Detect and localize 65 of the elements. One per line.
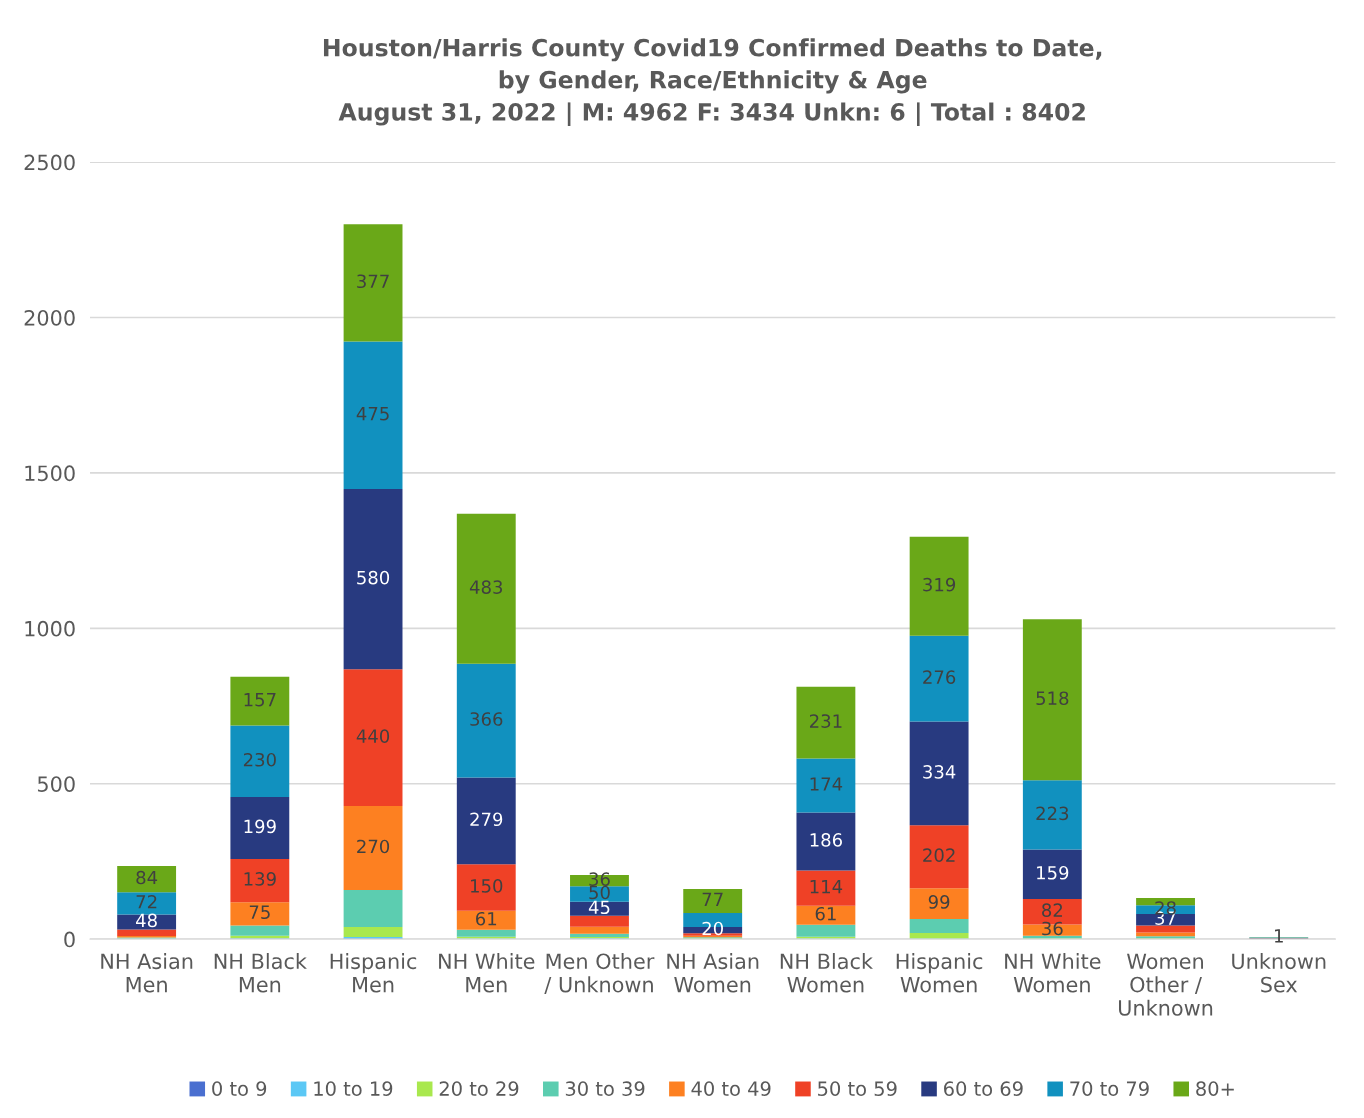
- legend-label: 60 to 69: [944, 1081, 1023, 1096]
- data-label: 61: [815, 906, 836, 921]
- data-label: 483: [469, 580, 503, 594]
- y-tick-label: 0: [64, 931, 75, 948]
- data-label: 36: [589, 872, 610, 886]
- data-label: 48: [136, 913, 157, 928]
- data-label: 77: [702, 892, 723, 907]
- data-label: 202: [923, 848, 955, 862]
- data-label: 276: [923, 670, 956, 684]
- data-label: 61: [476, 911, 497, 926]
- data-label: 231: [809, 714, 842, 728]
- x-tick-label: Men Other / Unknown: [544, 953, 655, 995]
- data-label: 223: [1036, 806, 1069, 821]
- data-label: 82: [1042, 903, 1063, 918]
- data-label: 20: [702, 921, 723, 936]
- legend-label: 70 to 79: [1070, 1081, 1149, 1096]
- data-label: 440: [356, 729, 390, 743]
- data-label: 99: [928, 895, 950, 909]
- data-label: 279: [470, 812, 503, 827]
- x-tick-label: NH Black Men: [214, 953, 307, 993]
- y-tick-label: 1000: [25, 620, 75, 637]
- data-label: 139: [244, 872, 276, 886]
- data-label: 72: [136, 894, 157, 909]
- y-tick-label: 1500: [25, 465, 75, 482]
- data-label: 150: [471, 879, 503, 893]
- x-tick-label: NH White Men: [439, 953, 535, 993]
- data-label: 475: [356, 407, 389, 421]
- chart-title: Houston/Harris County Covid19 Confirmed Deaths to Date, by Gender, Race/Ethnicity & Age August 31, 2022 | M: 4962 F: 3434 Unkn: 6 | Total : 8402: [323, 38, 1102, 127]
- data-label: 114: [810, 879, 843, 894]
- x-tick-label: Women Other / Unknown: [1118, 953, 1213, 1016]
- legend-label: 20 to 29: [439, 1081, 519, 1096]
- data-label: 174: [810, 777, 843, 791]
- x-tick-label: NH White Women: [1005, 953, 1101, 993]
- data-label: 518: [1036, 691, 1069, 706]
- x-tick-label: NH Asian Women: [667, 953, 759, 993]
- legend-label: 30 to 39: [565, 1081, 645, 1096]
- data-label: 50: [589, 885, 610, 900]
- data-label: 366: [470, 712, 503, 726]
- data-label: 186: [810, 833, 842, 847]
- data-label: 159: [1037, 865, 1069, 880]
- data-label: 580: [357, 570, 390, 585]
- y-tick-label: 2000: [24, 309, 75, 326]
- legend-label: 0 to 9: [212, 1081, 267, 1096]
- legend-label: 50 to 59: [818, 1081, 897, 1096]
- data-label: 36: [1042, 921, 1063, 936]
- x-tick-label: NH Black Women: [780, 953, 873, 993]
- data-label: 199: [244, 819, 276, 834]
- legend-label: 10 to 19: [314, 1081, 393, 1096]
- x-tick-label: Hispanic Men: [330, 953, 417, 993]
- data-label: 270: [357, 839, 390, 854]
- data-label: 334: [923, 765, 956, 779]
- data-label: 377: [357, 274, 389, 289]
- data-label: 157: [244, 693, 276, 707]
- data-label: 84: [136, 870, 158, 885]
- data-label: 75: [249, 905, 270, 920]
- x-tick-label: Unknown Sex: [1232, 953, 1326, 993]
- y-tick-label: 2500: [24, 154, 75, 171]
- data-label: 45: [588, 900, 610, 915]
- legend-label: 80+: [1196, 1081, 1234, 1096]
- data-label: 319: [923, 577, 956, 592]
- x-tick-label: Hispanic Women: [896, 953, 983, 993]
- x-tick-label: NH Asian Men: [101, 953, 193, 993]
- legend-label: 40 to 49: [691, 1081, 771, 1096]
- data-label: 230: [243, 752, 276, 767]
- y-tick-label: 500: [37, 776, 75, 792]
